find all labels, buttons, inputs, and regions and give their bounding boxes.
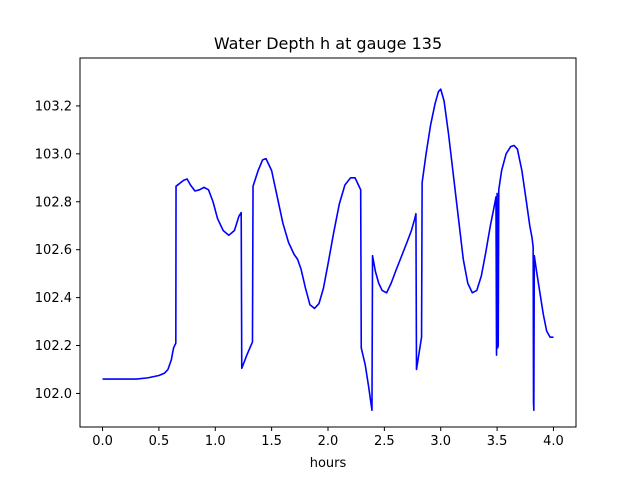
x-axis-label: hours <box>310 456 347 471</box>
y-tick-label: 102.6 <box>35 243 72 258</box>
x-tick-label: 3.5 <box>487 434 508 449</box>
x-tick-label: 1.0 <box>205 434 226 449</box>
y-tick-label: 102.4 <box>35 291 72 306</box>
series-line-0 <box>102 88 554 412</box>
y-tick-label: 102.8 <box>35 195 72 210</box>
plot-area-frame <box>79 57 577 428</box>
y-tick-label: 102.0 <box>35 387 72 402</box>
y-tick-label: 103.2 <box>35 99 72 114</box>
x-tick-label: 4.0 <box>543 434 564 449</box>
y-tick-label: 103.0 <box>35 147 72 162</box>
series-layer <box>102 88 554 412</box>
y-axis-ticks: 102.0 102.2 102.4 102.6 102.8 103.0 103.2 <box>35 99 80 402</box>
x-tick-label: 0.5 <box>149 434 170 449</box>
chart-title: Water Depth h at gauge 135 <box>214 34 442 53</box>
x-tick-label: 3.0 <box>430 434 451 449</box>
x-axis-ticks: 0.0 0.5 1.0 1.5 2.0 2.5 3.0 3.5 4.0 <box>92 427 564 449</box>
y-tick-label: 102.2 <box>35 339 72 354</box>
x-tick-label: 0.0 <box>92 434 113 449</box>
x-tick-label: 1.5 <box>261 434 282 449</box>
x-tick-label: 2.0 <box>318 434 339 449</box>
x-tick-label: 2.5 <box>374 434 395 449</box>
